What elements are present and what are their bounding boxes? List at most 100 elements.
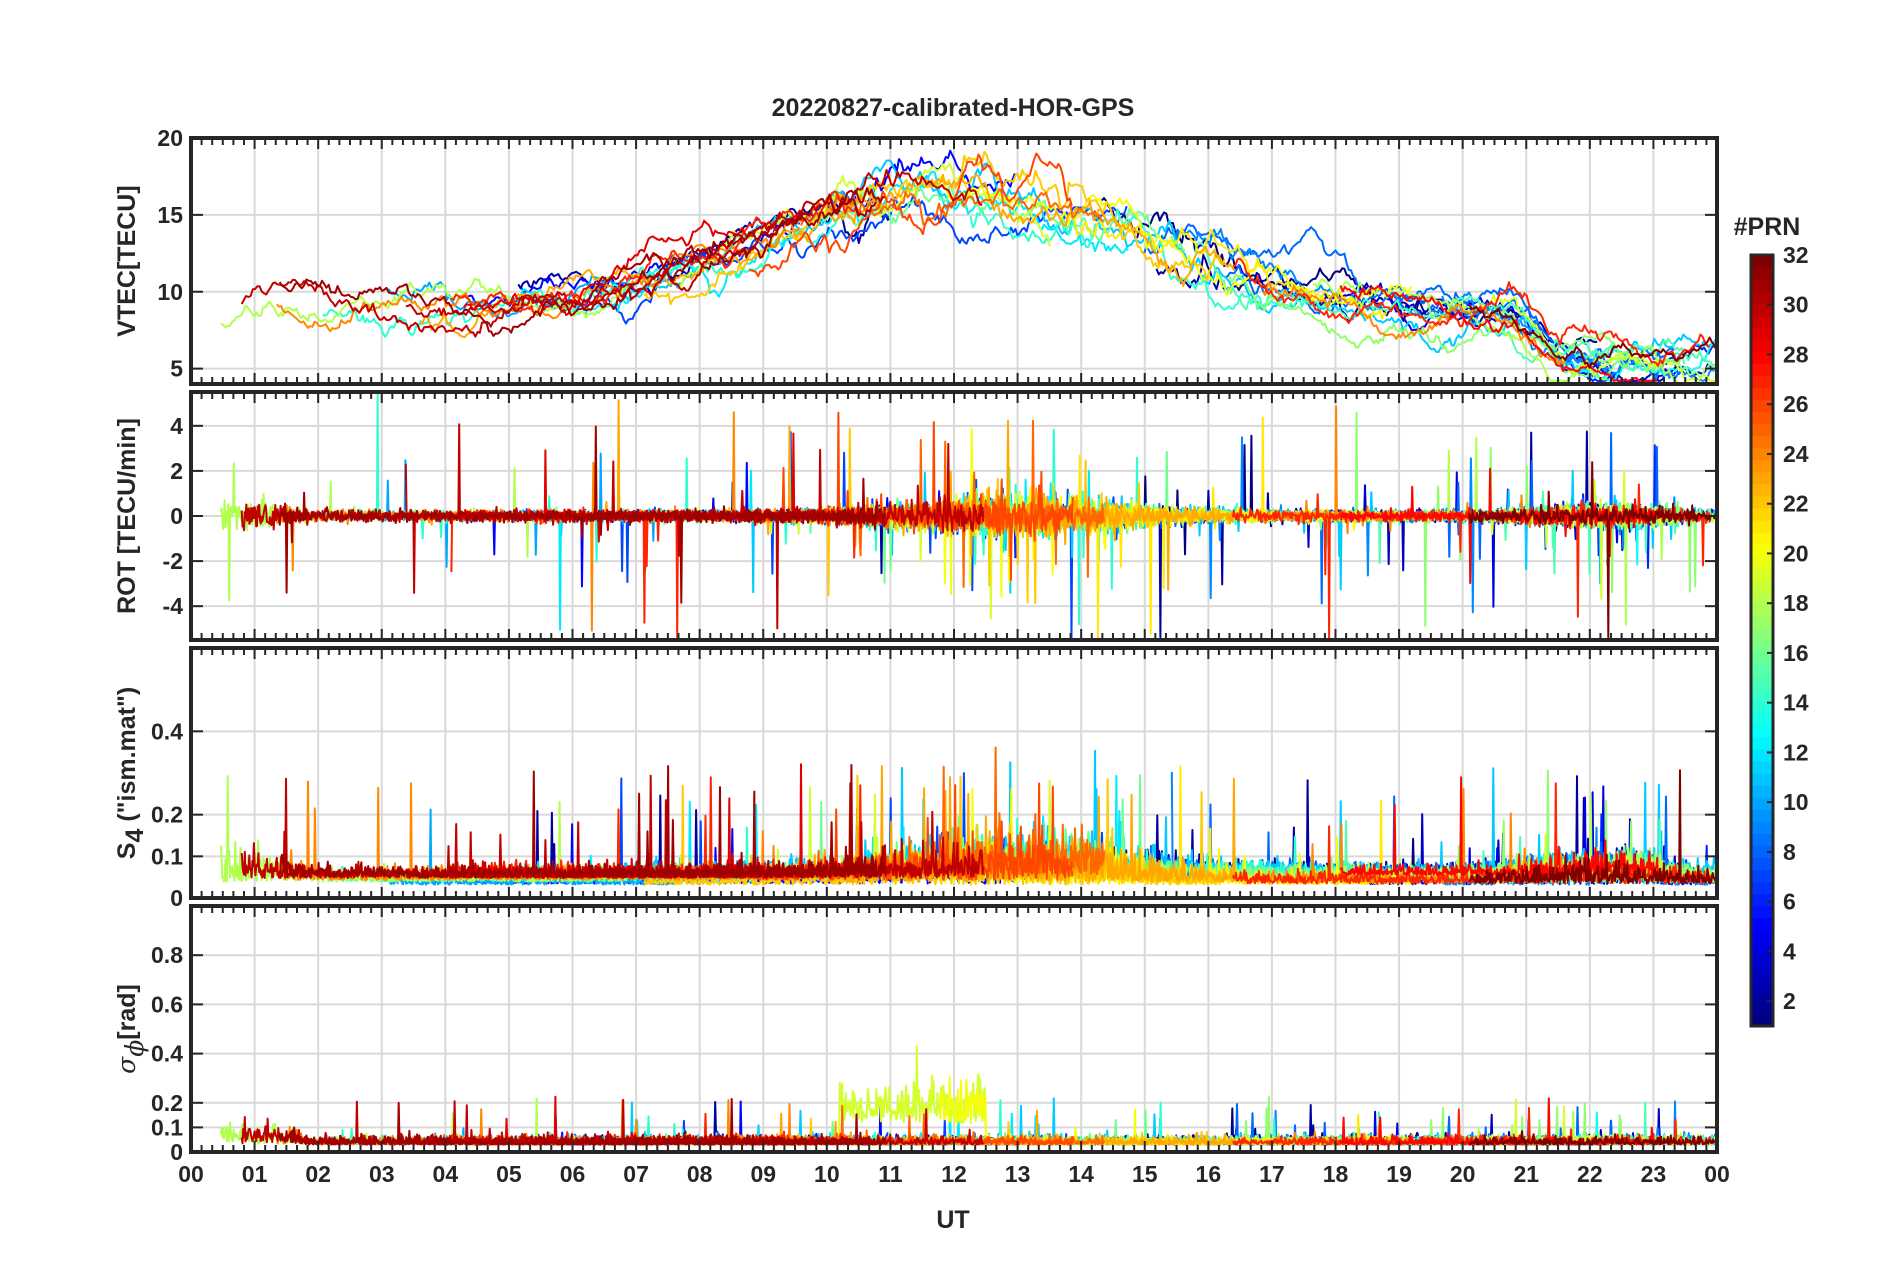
colorbar-band xyxy=(1751,760,1773,774)
colorbar-tick-label: 10 xyxy=(1783,789,1809,815)
colorbar-band xyxy=(1751,1013,1773,1027)
colorbar-tick-label: 2 xyxy=(1783,988,1796,1014)
colorbar-tick-label: 4 xyxy=(1783,938,1796,964)
xtick-label: 01 xyxy=(242,1161,268,1187)
series-prn-31 xyxy=(585,764,887,878)
xtick-label: 17 xyxy=(1259,1161,1285,1187)
colorbar-band xyxy=(1751,881,1773,895)
xtick-label: 16 xyxy=(1196,1161,1222,1187)
xtick-label: 21 xyxy=(1513,1161,1539,1187)
ytick-label: 0 xyxy=(170,885,183,911)
series-prn-32 xyxy=(1468,769,1717,885)
series-prn-31 xyxy=(278,477,879,594)
ylabel-vtec: VTEC[TECU] xyxy=(113,185,141,336)
colorbar-band xyxy=(1751,941,1773,955)
colorbar-band xyxy=(1751,616,1773,630)
colorbar-band xyxy=(1751,917,1773,931)
series-prn-8 xyxy=(1141,223,1675,370)
colorbar-band xyxy=(1751,821,1773,834)
colorbar-band xyxy=(1751,544,1773,557)
colorbar-band xyxy=(1751,640,1773,654)
series-prn-17 xyxy=(1416,292,1717,379)
xtick-label: 13 xyxy=(1005,1161,1031,1187)
colorbar-band xyxy=(1751,845,1773,858)
series-group xyxy=(219,746,1717,886)
colorbar-band xyxy=(1751,965,1773,979)
series-prn-31 xyxy=(585,425,887,604)
colorbar-band xyxy=(1751,423,1773,437)
series-prn-17 xyxy=(1228,273,1682,381)
colorbar-frame xyxy=(1749,253,1775,1028)
xtick-label: 03 xyxy=(369,1161,395,1187)
ytick-label: 2 xyxy=(170,458,183,484)
xtick-label: 20 xyxy=(1450,1161,1476,1187)
colorbar-tick-label: 14 xyxy=(1783,690,1809,716)
colorbar-band xyxy=(1751,833,1773,846)
ytick-label: 0.6 xyxy=(151,991,183,1017)
ytick-label: 15 xyxy=(157,202,183,228)
colorbar-tick-label: 20 xyxy=(1783,540,1809,566)
ytick-label: -2 xyxy=(163,548,183,574)
series-prn-24 xyxy=(1262,281,1567,365)
ytick-label: 0.8 xyxy=(151,942,183,968)
ytick-label: 0.2 xyxy=(151,802,183,828)
ytick-label: 0.4 xyxy=(151,718,183,744)
ytick-label: 20 xyxy=(157,125,183,151)
colorbar-tick-label: 12 xyxy=(1783,739,1809,765)
colorbar-band xyxy=(1751,977,1773,991)
colorbar-band xyxy=(1751,628,1773,642)
colorbar-tick-label: 16 xyxy=(1783,640,1809,666)
colorbar: 32 30 28 26 24 22 20 18 16 14 12 10 8 6 4 2 #PRN xyxy=(1734,213,1809,1028)
panel-vtec: 5 10 15 20 VTEC[TECU] xyxy=(113,125,1719,386)
series-group xyxy=(219,393,1717,639)
x-axis-label: UT xyxy=(936,1206,969,1234)
ylabel-s4: S4 ("ism.mat") xyxy=(113,687,149,859)
series-prn-32 xyxy=(1468,304,1717,369)
ylabel-sigma_phi: σϕ[rad] xyxy=(112,984,149,1074)
colorbar-tick-label: 22 xyxy=(1783,491,1809,517)
colorbar-band xyxy=(1751,411,1773,425)
colorbar-band xyxy=(1751,459,1773,473)
xtick-label: 00 xyxy=(178,1161,204,1187)
chart-title: 20220827-calibrated-HOR-GPS xyxy=(772,94,1135,122)
xtick-label: 08 xyxy=(687,1161,713,1187)
colorbar-band xyxy=(1751,688,1773,702)
colorbar-band xyxy=(1751,267,1773,280)
colorbar-band xyxy=(1751,291,1773,304)
series-prn-32 xyxy=(1468,461,1717,639)
xtick-label: 04 xyxy=(433,1161,459,1187)
colorbar-band xyxy=(1751,929,1773,943)
colorbar-tick-label: 24 xyxy=(1783,441,1809,467)
colorbar-band xyxy=(1751,315,1773,328)
colorbar-band xyxy=(1751,724,1773,738)
ytick-label: -4 xyxy=(163,593,184,619)
colorbar-band xyxy=(1751,989,1773,1003)
series-prn-27 xyxy=(1232,257,1710,367)
colorbar-band xyxy=(1751,857,1773,870)
xtick-label: 14 xyxy=(1068,1161,1094,1187)
series-group xyxy=(220,149,1717,382)
xtick-label: 22 xyxy=(1577,1161,1603,1187)
colorbar-title: #PRN xyxy=(1734,213,1801,241)
panel-sigma_phi: 00.10.2 0.4 0.6 0.8σϕ[rad] 00 01 02 03 04 05 06 07 0… xyxy=(112,904,1730,1187)
series-prn-26 xyxy=(749,152,1073,278)
colorbar-band xyxy=(1751,797,1773,810)
panel-s4: 0 0.1 0.2 0.4S4 ("ism.mat") xyxy=(113,646,1719,911)
colorbar-band xyxy=(1751,700,1773,714)
ytick-label: 10 xyxy=(157,279,183,305)
colorbar-band xyxy=(1751,604,1773,618)
colorbar-band xyxy=(1751,568,1773,581)
colorbar-band xyxy=(1751,869,1773,883)
colorbar-band xyxy=(1751,592,1773,605)
series-prn-20 xyxy=(938,175,1413,306)
colorbar-band xyxy=(1751,339,1773,352)
ytick-label: 4 xyxy=(170,413,183,439)
xtick-label: 10 xyxy=(814,1161,840,1187)
colorbar-band xyxy=(1751,507,1773,521)
series-prn-28 xyxy=(1339,284,1658,382)
series-prn-15 xyxy=(1487,325,1716,367)
xtick-label: 23 xyxy=(1641,1161,1667,1187)
colorbar-band xyxy=(1751,351,1773,365)
ytick-label: 0.1 xyxy=(151,843,183,869)
